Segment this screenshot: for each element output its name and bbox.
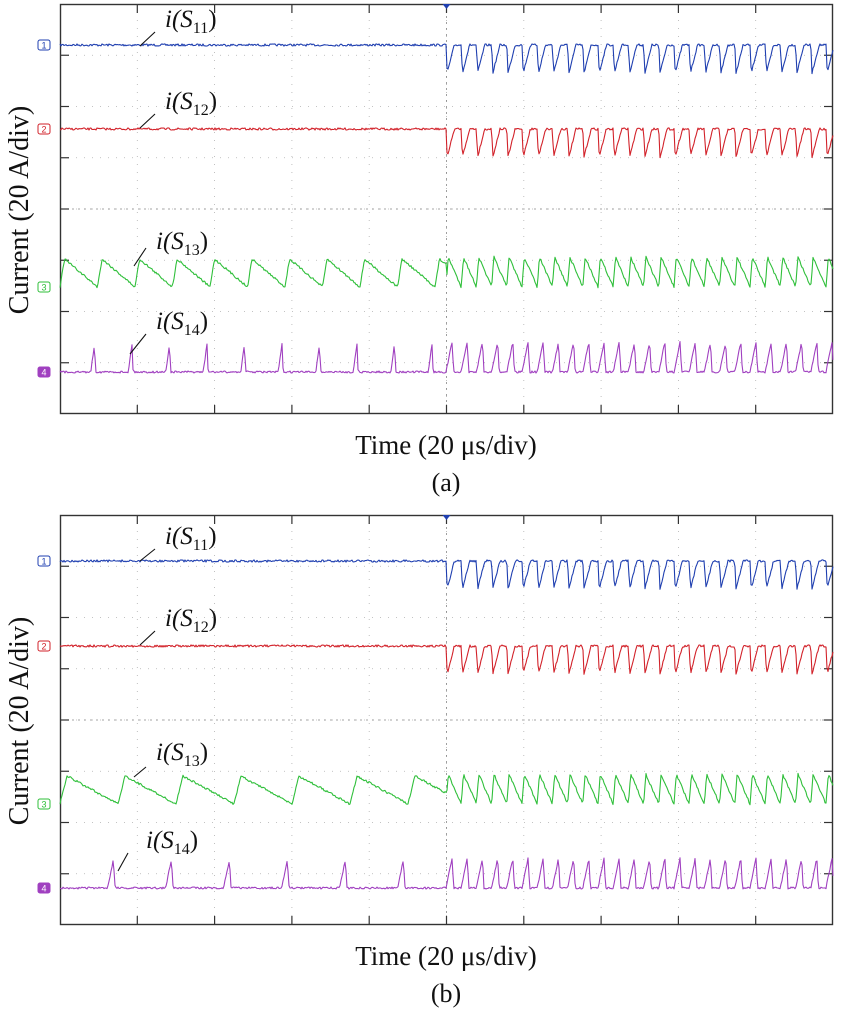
channel-marker-s14: 4	[37, 882, 51, 894]
panel-caption-b: (b)	[430, 979, 462, 1008]
y-axis-label: Current (20 A/div)	[4, 105, 35, 315]
label-leader-line	[133, 247, 147, 267]
oscilloscope-plot-a: 1 2 3 4 i(S11) i(S12) i(S13) i(S14)	[37, 3, 834, 415]
oscilloscope-plot-b: 1 2 3 4 i(S11) i(S12) i(S13) i(S14)	[37, 514, 834, 926]
series-label-s11: i(S11)	[165, 6, 217, 37]
x-axis-label: Time (20 μs/div)	[355, 430, 537, 460]
label-leader-line	[117, 852, 129, 872]
channel-marker-text: 2	[41, 125, 46, 135]
waveform-s13	[59, 772, 834, 806]
channel-marker-s13: 3	[37, 281, 51, 293]
waveform-s12	[59, 644, 834, 675]
trigger-position-marker	[442, 4, 451, 9]
x-axis-label: Time (20 μs/div)	[355, 941, 537, 971]
series-label-s13: i(S13)	[156, 739, 209, 770]
series-label-s12: i(S12)	[165, 88, 218, 119]
channel-marker-text: 4	[41, 884, 46, 894]
waveform-svg-b: 1 2 3 4	[37, 514, 834, 926]
panel-b: Current (20 A/div) 1 2 3 4 i(S11) i(S12) i(…	[0, 511, 841, 1022]
series-label-s13: i(S13)	[156, 228, 209, 259]
panel-caption-a: (a)	[431, 468, 461, 497]
channel-marker-s14: 4	[37, 366, 51, 378]
waveform-s11	[59, 559, 834, 590]
panel-a: Current (20 A/div) 1 2 3 4 i(S11) i(S12) i(…	[4, 3, 834, 497]
label-leader-line	[133, 766, 147, 778]
waveform-s11	[59, 43, 834, 75]
series-label-s14: i(S14)	[156, 308, 209, 339]
channel-marker-s13: 3	[37, 798, 51, 810]
waveform-s14	[59, 341, 834, 374]
channel-marker-s12: 2	[37, 640, 51, 652]
channel-marker-text: 1	[41, 557, 46, 567]
channel-marker-text: 3	[41, 800, 46, 810]
label-leader-line	[139, 630, 156, 646]
label-leader-line	[129, 333, 147, 355]
waveform-s14	[59, 857, 834, 890]
y-axis-label: Current (20 A/div)	[4, 616, 35, 826]
channel-marker-text: 2	[41, 642, 46, 652]
waveform-s12	[60, 127, 834, 159]
series-label-s11: i(S11)	[165, 523, 217, 554]
channel-marker-s11: 1	[37, 555, 51, 567]
label-leader-line	[139, 548, 156, 562]
label-leader-line	[139, 31, 156, 47]
waveform-svg-a: 1 2 3 4	[37, 3, 834, 415]
channel-marker-text: 4	[41, 368, 46, 378]
channel-marker-text: 3	[41, 283, 46, 293]
trigger-position-marker	[442, 515, 451, 520]
waveform-s13	[59, 255, 834, 289]
channel-marker-s12: 2	[37, 123, 51, 135]
channel-marker-text: 1	[41, 41, 46, 51]
series-label-s14: i(S14)	[146, 827, 199, 858]
channel-marker-s11: 1	[37, 39, 51, 51]
label-leader-line	[139, 113, 156, 129]
series-label-s12: i(S12)	[165, 605, 218, 636]
